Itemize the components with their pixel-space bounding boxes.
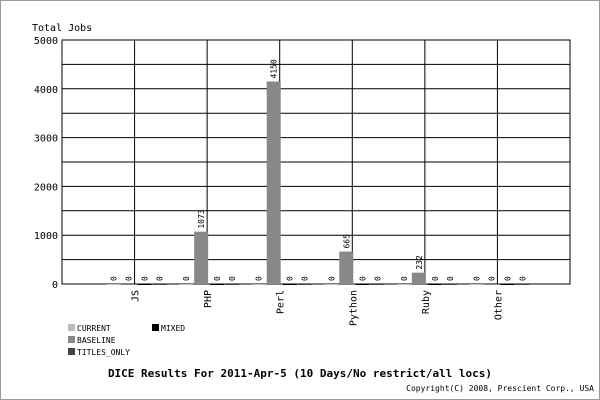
value-label: 0 xyxy=(487,276,496,281)
legend-swatch xyxy=(68,348,75,355)
value-label: 0 xyxy=(286,276,295,281)
y-tick-label: 3000 xyxy=(34,134,58,145)
legend-label: CURRENT xyxy=(77,324,111,333)
x-tick-label: Python xyxy=(348,290,359,326)
bar xyxy=(484,284,499,285)
bar xyxy=(106,284,121,285)
y-tick-label: 0 xyxy=(52,280,58,291)
bar xyxy=(515,284,530,285)
bar xyxy=(282,284,297,285)
bar xyxy=(355,284,370,285)
bar xyxy=(225,284,240,285)
x-tick-label: Other xyxy=(493,290,504,320)
chart-title: DICE Results For 2011-Apr-5 (10 Days/No … xyxy=(108,367,492,380)
legend-swatch xyxy=(68,336,75,343)
value-label: 0 xyxy=(518,276,527,281)
bar xyxy=(152,284,167,285)
value-label: 0 xyxy=(228,276,237,281)
y-tick-label: 4000 xyxy=(34,85,58,96)
value-label: 0 xyxy=(301,276,310,281)
value-label: 4150 xyxy=(270,59,279,78)
value-label: 0 xyxy=(110,276,119,281)
value-label: 0 xyxy=(182,276,191,281)
y-axis-label: Total Jobs xyxy=(32,23,92,34)
bar xyxy=(411,272,426,284)
value-label: 0 xyxy=(373,276,382,281)
legend-label: MIXED xyxy=(161,324,185,333)
value-label: 0 xyxy=(358,276,367,281)
value-label: 0 xyxy=(156,276,165,281)
bar xyxy=(396,284,411,285)
value-label: 0 xyxy=(213,276,222,281)
value-label: 0 xyxy=(327,276,336,281)
copyright: Copyright(C) 2008, Prescient Corp., USA xyxy=(406,384,594,393)
bar xyxy=(427,284,442,285)
bar xyxy=(339,251,354,284)
value-label: 0 xyxy=(141,276,150,281)
bar xyxy=(266,81,281,284)
bar xyxy=(137,284,152,285)
value-label: 0 xyxy=(472,276,481,281)
y-tick-label: 5000 xyxy=(34,36,58,47)
bar xyxy=(324,284,339,285)
x-tick-label: Perl xyxy=(276,290,287,314)
value-label: 232 xyxy=(415,255,424,270)
bar xyxy=(179,284,194,285)
legend-swatch xyxy=(152,324,159,331)
value-label: 0 xyxy=(503,276,512,281)
value-label: 0 xyxy=(446,276,455,281)
value-label: 665 xyxy=(342,234,351,249)
y-tick-label: 2000 xyxy=(34,182,58,193)
legend-label: TITLES_ONLY xyxy=(77,348,130,357)
x-tick-label: JS xyxy=(131,290,142,302)
value-label: 1073 xyxy=(197,209,206,228)
x-tick-label: Ruby xyxy=(421,290,432,314)
value-label: 0 xyxy=(431,276,440,281)
value-label: 0 xyxy=(255,276,264,281)
value-label: 0 xyxy=(125,276,134,281)
y-tick-label: 1000 xyxy=(34,231,58,242)
bar xyxy=(297,284,312,285)
x-tick-label: PHP xyxy=(203,290,214,308)
bar xyxy=(469,284,484,285)
value-label: 0 xyxy=(400,276,409,281)
legend-label: BASELINE xyxy=(77,336,116,345)
bar xyxy=(500,284,515,285)
bar xyxy=(210,284,225,285)
bar xyxy=(442,284,457,285)
bar xyxy=(194,231,209,284)
legend-swatch xyxy=(68,324,75,331)
bar xyxy=(121,284,136,285)
bar xyxy=(370,284,385,285)
bar xyxy=(251,284,266,285)
